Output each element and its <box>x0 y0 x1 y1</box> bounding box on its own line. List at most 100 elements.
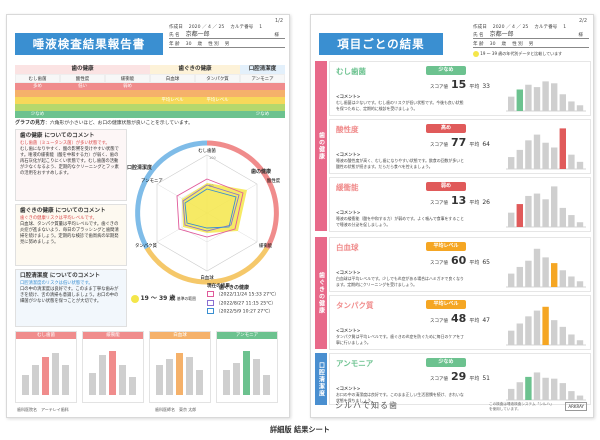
summary-level-cell <box>240 97 285 104</box>
summary-level-cell <box>150 111 195 118</box>
summary-level-cell <box>195 104 240 111</box>
history-swatch <box>207 299 214 306</box>
distribution-bar <box>576 161 584 169</box>
distribution-bar <box>508 96 515 111</box>
page-number: 1/2 <box>274 18 283 24</box>
radar-label-cavity: むし歯菌 <box>198 147 216 154</box>
level-badge: 少なめ <box>426 358 466 367</box>
score-readout: スコア値 60 平均 65 <box>430 254 490 267</box>
distribution-bar <box>533 193 541 227</box>
item-name: 緩衝能 <box>336 183 359 192</box>
item-comment: <コメント> タンパク質は平均レベルです。歯ぐきの炎症を防ぐために毎日のケアを丁寧… <box>336 329 464 345</box>
distribution-bar <box>533 310 541 345</box>
radar-label-protein: タンパク質 <box>135 242 158 249</box>
distribution-bar <box>525 84 532 111</box>
mini-bar <box>196 370 203 395</box>
summary-table: 歯の健康 歯ぐきの健康 口腔清潔度 むし歯菌 酸性度 緩衝能 白血球 タンパク質 アンモニア … <box>15 65 285 118</box>
radar-group-cleanliness: 口腔清潔度 <box>127 164 153 171</box>
distribution-chart <box>506 372 586 401</box>
radar-group-teeth: 歯の健康 <box>251 168 272 175</box>
mini-bar <box>22 375 29 395</box>
mini-bar <box>129 377 136 395</box>
distribution-bar <box>551 320 558 345</box>
summary-level-row: 平均レベル 平均レベル <box>15 97 285 104</box>
distribution-bar <box>542 306 549 345</box>
summary-group-header: 口腔清潔度 <box>240 65 285 74</box>
mini-bar <box>52 353 59 395</box>
distribution-chart <box>506 248 586 288</box>
mini-bar <box>223 370 230 395</box>
category-cleanliness: 口腔清潔度 <box>315 353 327 405</box>
item-name: アンモニア <box>336 359 374 368</box>
distribution-bar <box>568 334 575 345</box>
category-gums: 歯ぐきの健康 <box>315 237 327 349</box>
distribution-bar <box>516 382 523 400</box>
item-comment: <コメント> 唾液の酸性度が高く、むし歯になりやすい状態です。飲食の回数が多いと酸… <box>336 153 464 169</box>
distribution-bar <box>559 94 566 111</box>
mini-bar <box>166 359 173 395</box>
category-teeth: 歯の健康 <box>315 61 327 231</box>
distribution-bar <box>525 376 532 400</box>
mini-chart: アンモニア <box>216 331 278 403</box>
radar-history-2 <box>182 184 240 232</box>
distribution-bar <box>533 134 541 169</box>
result-sheet-page-2: 2/2 項目ごとの結果 作成日 2020 ／ 4 ／ 25 カルテ番号 1 氏 名京都… <box>310 14 594 418</box>
history-entry: （2022/11/24 15:33 27℃） <box>207 291 279 300</box>
distribution-bar <box>568 154 575 169</box>
result-sheet-page-1: 1/2 唾液検査結果報告書 作成日 2020 ／ 4 ／ 25 カルテ番号 1 氏 名… <box>6 14 290 418</box>
mini-bar <box>263 375 270 395</box>
summary-level-cell <box>150 104 195 111</box>
summary-level-row: 多め 低い 弱め <box>15 83 285 90</box>
product-logo: シルハで知る歯 <box>335 401 398 410</box>
distribution-bar <box>542 142 549 169</box>
page-title: 唾液検査結果報告書 <box>15 33 163 55</box>
result-item: 白血球 平均レベル スコア値 60 平均 65 <コメント> 白血球は平均レベルです。少しでも… <box>329 237 591 292</box>
distribution-bar <box>542 199 549 227</box>
score-readout: スコア値 48 平均 47 <box>430 312 490 325</box>
distribution-chart <box>506 81 586 112</box>
summary-level-cell <box>105 97 150 104</box>
distribution-bar <box>533 87 541 111</box>
radar-history-3 <box>184 188 237 229</box>
level-badge: 少なめ <box>426 66 466 75</box>
distribution-bar <box>568 215 575 227</box>
distribution-bar <box>576 281 584 287</box>
summary-level-cell: 少なめ <box>240 111 285 118</box>
summary-level-cell <box>240 83 285 90</box>
distribution-bar <box>568 391 575 400</box>
mini-bar <box>156 365 163 395</box>
mini-bars <box>156 353 203 395</box>
figure-caption: 詳細版 結果シート <box>269 425 330 434</box>
distribution-bar <box>551 378 558 400</box>
comment-cleanliness: 口腔清潔度 についてのコメント 口腔清潔度のリスクは低い状態です。 口の中の清潔… <box>15 269 127 327</box>
summary-level-row: 少なめ 少なめ <box>15 111 285 118</box>
mini-bars <box>89 351 136 395</box>
distribution-bar <box>568 276 575 287</box>
distribution-bar <box>542 377 549 400</box>
item-comment: <コメント> お口の中の清潔度は良好です。このまま正しい生活習慣を続け、きれいな状… <box>336 387 464 403</box>
summary-level-cell <box>60 90 105 97</box>
history-entry: （2022/8/27 11:15 25℃） <box>207 299 279 309</box>
distribution-bar <box>525 195 532 227</box>
summary-column-header: むし歯菌 <box>15 74 60 83</box>
radar-group-gums: 歯ぐきの健康 <box>219 284 250 291</box>
distribution-bar <box>508 273 515 287</box>
mini-chart-title: 白血球 <box>150 332 210 339</box>
distribution-bar <box>559 326 566 345</box>
age-band-note: 19 ～ 39 歳の年代別データと比較しています <box>473 51 562 57</box>
mini-bar <box>176 353 183 395</box>
distribution-bar <box>559 383 566 400</box>
mini-bar <box>186 357 193 395</box>
mini-bar <box>243 351 250 395</box>
dentist-name: 歯科医師名 東京 太郎 <box>155 407 197 412</box>
clinic-name: 歯科医院名 アーテレイ歯科 <box>17 407 69 412</box>
distribution-bar <box>508 330 515 345</box>
mini-chart-title: 緩衝能 <box>83 332 143 339</box>
mini-bar <box>42 357 49 395</box>
distribution-bar <box>516 204 523 227</box>
graph-legend-text: グラフの見方：六角形が小さいほど、お口の健康状態が良いことを示しています。 <box>15 120 193 126</box>
summary-column-header: 緩衝能 <box>105 74 150 83</box>
radar-label-buffer: 緩衝能 <box>259 242 273 249</box>
score-readout: スコア値 29 平均 51 <box>430 370 490 383</box>
summary-level-row <box>15 90 285 97</box>
